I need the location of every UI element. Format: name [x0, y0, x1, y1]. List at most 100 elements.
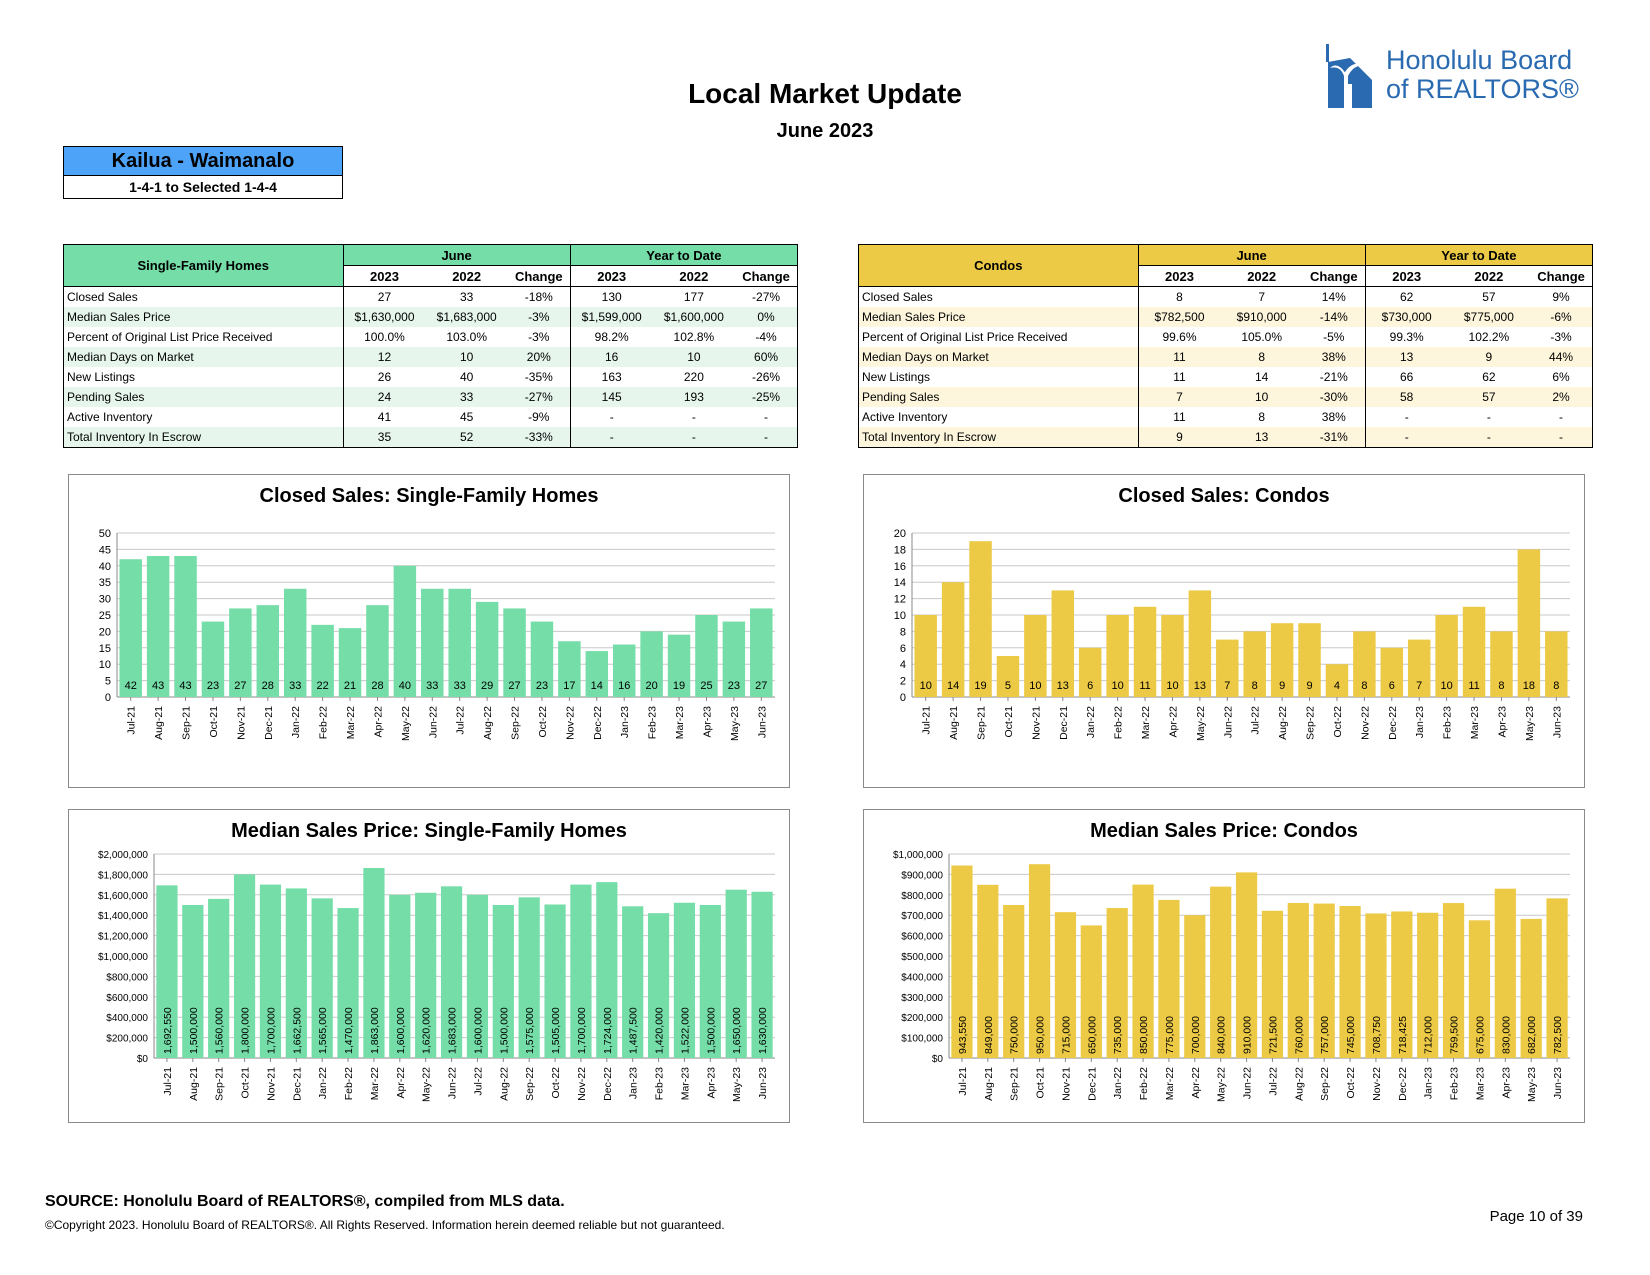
x-tick-label: Jan-23 — [1423, 1067, 1435, 1099]
x-tick-label: Jun-23 — [1551, 706, 1563, 738]
y-tick-label: $600,000 — [106, 993, 148, 1004]
y-tick-label: 10 — [894, 610, 906, 622]
data-label: 1,692,550 — [162, 1007, 174, 1054]
data-label: 721,500 — [1267, 1016, 1279, 1054]
y-tick-label: $900,000 — [901, 870, 943, 881]
y-tick-label: 10 — [99, 659, 111, 671]
x-tick-label: May-22 — [1195, 706, 1207, 741]
bar — [596, 882, 618, 1058]
column-header: 2023 — [569, 265, 653, 287]
x-tick-label: May-23 — [729, 706, 741, 741]
bar — [647, 913, 670, 1058]
bar — [283, 588, 307, 697]
table-row: Closed Sales 27 33 -18% 130 177 -27% — [63, 286, 799, 307]
bar — [259, 884, 282, 1058]
cell-value: 130 — [569, 286, 653, 307]
bar — [389, 894, 411, 1058]
bar — [1184, 915, 1206, 1058]
bar — [640, 631, 663, 697]
x-tick-label: Feb-23 — [647, 706, 659, 739]
cell-value: 2% — [1530, 387, 1594, 407]
x-tick-label: Dec-22 — [602, 1067, 614, 1101]
cell-value: -35% — [524, 370, 553, 384]
column-header: 2022 — [1447, 265, 1531, 287]
x-tick-label: Nov-22 — [1359, 706, 1371, 740]
x-tick-label: Apr-23 — [705, 1067, 717, 1099]
bar — [337, 908, 359, 1058]
cell-value: - — [735, 407, 799, 427]
bar — [229, 608, 252, 697]
bar — [503, 608, 526, 697]
bar — [1435, 615, 1458, 697]
bar — [1442, 903, 1465, 1058]
y-tick-label: $500,000 — [901, 952, 943, 963]
x-tick-label: Apr-23 — [1496, 706, 1508, 738]
x-tick-label: Oct-22 — [1345, 1067, 1357, 1099]
logo-text: Honolulu Board of REALTORS® — [1386, 46, 1579, 104]
chart-title: Closed Sales: Single-Family Homes — [259, 485, 599, 507]
chart-title: Median Sales Price: Single-Family Homes — [231, 820, 627, 842]
y-tick-label: 50 — [99, 528, 111, 540]
data-label: 750,000 — [1009, 1016, 1021, 1054]
x-tick-label: Oct-22 — [1332, 706, 1344, 738]
data-label: 14 — [947, 680, 959, 692]
y-tick-label: 6 — [900, 643, 906, 655]
x-tick-label: Jun-22 — [1222, 706, 1234, 738]
data-label: 943,550 — [957, 1016, 969, 1054]
x-tick-label: Oct-21 — [1035, 1067, 1047, 1099]
table-row: Median Days on Market 11 8 38% 13 9 44% — [858, 347, 1594, 367]
cell-value: 38% — [1321, 410, 1346, 424]
data-label: 840,000 — [1216, 1016, 1228, 1054]
row-label: Pending Sales — [63, 387, 344, 407]
data-label: 1,630,000 — [757, 1007, 769, 1054]
row-label: Median Sales Price — [858, 307, 1139, 327]
bar — [492, 905, 514, 1058]
bar — [695, 615, 718, 697]
y-tick-label: $300,000 — [901, 993, 943, 1004]
x-tick-label: Apr-22 — [395, 1067, 407, 1099]
data-label: 13 — [1057, 680, 1069, 692]
x-tick-label: Dec-21 — [1058, 706, 1070, 740]
cell-value: -33% — [507, 427, 571, 448]
data-label: 650,000 — [1086, 1016, 1098, 1054]
cell-value: -27% — [524, 390, 553, 404]
bar — [977, 884, 999, 1058]
x-tick-label: Feb-23 — [1442, 706, 1454, 739]
table-row: New Listings 26 40 -35% 163 220 -26% — [63, 367, 799, 387]
x-tick-label: Nov-21 — [1030, 706, 1042, 740]
data-label: 19 — [974, 680, 986, 692]
x-tick-label: Mar-22 — [1140, 706, 1152, 739]
y-tick-label: 16 — [894, 561, 906, 573]
cell-value: 9% — [1530, 286, 1594, 307]
bar — [285, 888, 307, 1058]
data-label: 18 — [1523, 680, 1535, 692]
condo-table: Condos June Year to Date 2023 2022 Change 2023… — [858, 244, 1594, 448]
cell-value: - — [569, 407, 653, 427]
x-tick-label: Mar-23 — [674, 706, 686, 739]
cell-value: 6% — [1530, 367, 1594, 387]
y-tick-label: 20 — [894, 528, 906, 540]
cell-value: -4% — [735, 327, 799, 347]
x-tick-label: Aug-22 — [498, 1067, 510, 1101]
cell-value: 58 — [1364, 387, 1448, 407]
bar — [415, 892, 437, 1058]
cell-value: -6% — [1530, 307, 1594, 327]
data-label: 6 — [1389, 680, 1395, 692]
data-label: 1,500,000 — [498, 1007, 510, 1054]
cell-value: 14% — [1321, 290, 1346, 304]
table-row: Closed Sales 8 7 14% 62 57 9% — [858, 286, 1594, 307]
data-label: 10 — [1441, 680, 1453, 692]
cell-value: 62 — [1482, 370, 1496, 384]
data-label: 25 — [700, 680, 712, 692]
row-label: Median Days on Market — [63, 347, 344, 367]
y-tick-label: 5 — [105, 676, 111, 688]
x-tick-label: Aug-21 — [188, 1067, 200, 1101]
bar — [1210, 886, 1232, 1058]
data-label: 760,000 — [1293, 1016, 1305, 1054]
x-tick-label: Jan-23 — [619, 706, 631, 738]
column-header: Change — [1302, 265, 1366, 287]
bar — [366, 605, 389, 697]
x-tick-label: Sep-22 — [1319, 1067, 1331, 1101]
x-tick-label: May-22 — [1216, 1067, 1228, 1102]
table-row: Percent of Original List Price Received 9… — [858, 327, 1594, 347]
